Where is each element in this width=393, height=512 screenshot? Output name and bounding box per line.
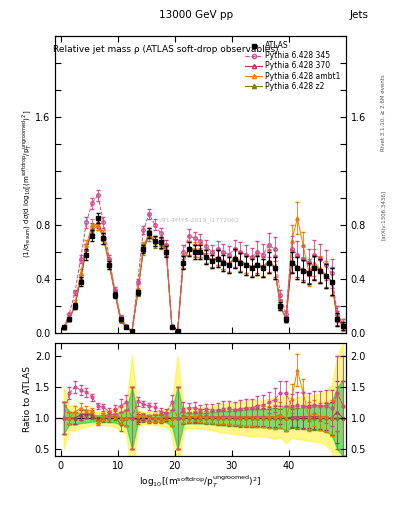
- Text: Jets: Jets: [350, 10, 369, 20]
- Text: 13000 GeV pp: 13000 GeV pp: [160, 10, 233, 20]
- Y-axis label: $(1/\sigma_{\mathrm{resum}})$ d$\sigma$/d log$_{10}$[(m$^{\mathrm{soft drop}}$/p: $(1/\sigma_{\mathrm{resum}})$ d$\sigma$/…: [20, 110, 33, 259]
- X-axis label: log$_{10}$[(m$^{\mathrm{soft drop}}$/p$_T^{\mathrm{ungroomed}}$)$^2$]: log$_{10}$[(m$^{\mathrm{soft drop}}$/p$_…: [139, 473, 262, 489]
- Text: ATL-PHYS-2019_I1772062: ATL-PHYS-2019_I1772062: [160, 217, 241, 223]
- Text: [arXiv:1306.3436]: [arXiv:1306.3436]: [381, 190, 386, 240]
- Text: Rivet 3.1.10, ≥ 2.6M events: Rivet 3.1.10, ≥ 2.6M events: [381, 74, 386, 151]
- Text: Relative jet mass ρ (ATLAS soft-drop observables): Relative jet mass ρ (ATLAS soft-drop obs…: [53, 45, 278, 54]
- Y-axis label: Ratio to ATLAS: Ratio to ATLAS: [23, 367, 32, 432]
- Legend: ATLAS, Pythia 6.428 345, Pythia 6.428 370, Pythia 6.428 ambt1, Pythia 6.428 z2: ATLAS, Pythia 6.428 345, Pythia 6.428 37…: [244, 39, 342, 92]
